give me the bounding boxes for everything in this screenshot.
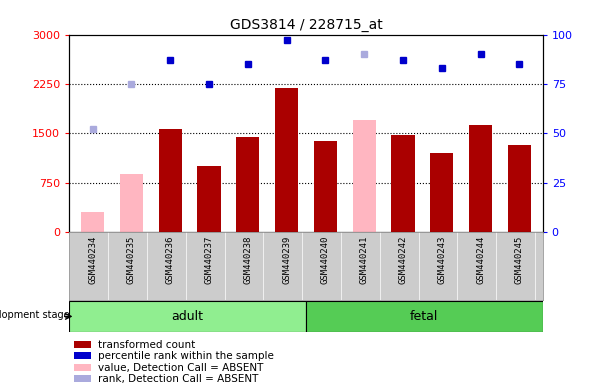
Bar [74, 353, 90, 359]
Text: adult: adult [172, 310, 204, 323]
Bar [74, 364, 90, 371]
Bar [197, 166, 221, 232]
Bar [275, 88, 298, 232]
Bar [81, 212, 104, 232]
Text: transformed count: transformed count [98, 339, 195, 350]
Bar [69, 301, 306, 332]
Text: GSM440237: GSM440237 [204, 236, 213, 284]
Bar [159, 129, 182, 232]
Text: GSM440243: GSM440243 [437, 236, 446, 284]
Text: value, Detection Call = ABSENT: value, Detection Call = ABSENT [98, 362, 263, 373]
Text: GSM440242: GSM440242 [399, 236, 408, 284]
Title: GDS3814 / 228715_at: GDS3814 / 228715_at [230, 18, 382, 32]
Bar [120, 174, 143, 232]
Text: GSM440236: GSM440236 [166, 236, 175, 284]
Text: percentile rank within the sample: percentile rank within the sample [98, 351, 274, 361]
Bar [236, 137, 259, 232]
Text: GSM440241: GSM440241 [360, 236, 368, 284]
Text: GSM440234: GSM440234 [88, 236, 97, 284]
Bar [391, 135, 415, 232]
Text: GSM440240: GSM440240 [321, 236, 330, 284]
Text: GSM440239: GSM440239 [282, 236, 291, 284]
Text: rank, Detection Call = ABSENT: rank, Detection Call = ABSENT [98, 374, 258, 384]
Bar [508, 145, 531, 232]
Text: GSM440245: GSM440245 [515, 236, 524, 284]
Text: GSM440235: GSM440235 [127, 236, 136, 284]
Bar [469, 125, 492, 232]
Bar [74, 341, 90, 348]
Text: development stage: development stage [0, 310, 73, 320]
Bar [430, 153, 453, 232]
Bar [314, 141, 337, 232]
Bar [306, 301, 543, 332]
Text: fetal: fetal [410, 310, 438, 323]
Bar [74, 376, 90, 382]
Text: GSM440238: GSM440238 [244, 236, 252, 284]
Bar [353, 120, 376, 232]
Text: GSM440244: GSM440244 [476, 236, 485, 284]
